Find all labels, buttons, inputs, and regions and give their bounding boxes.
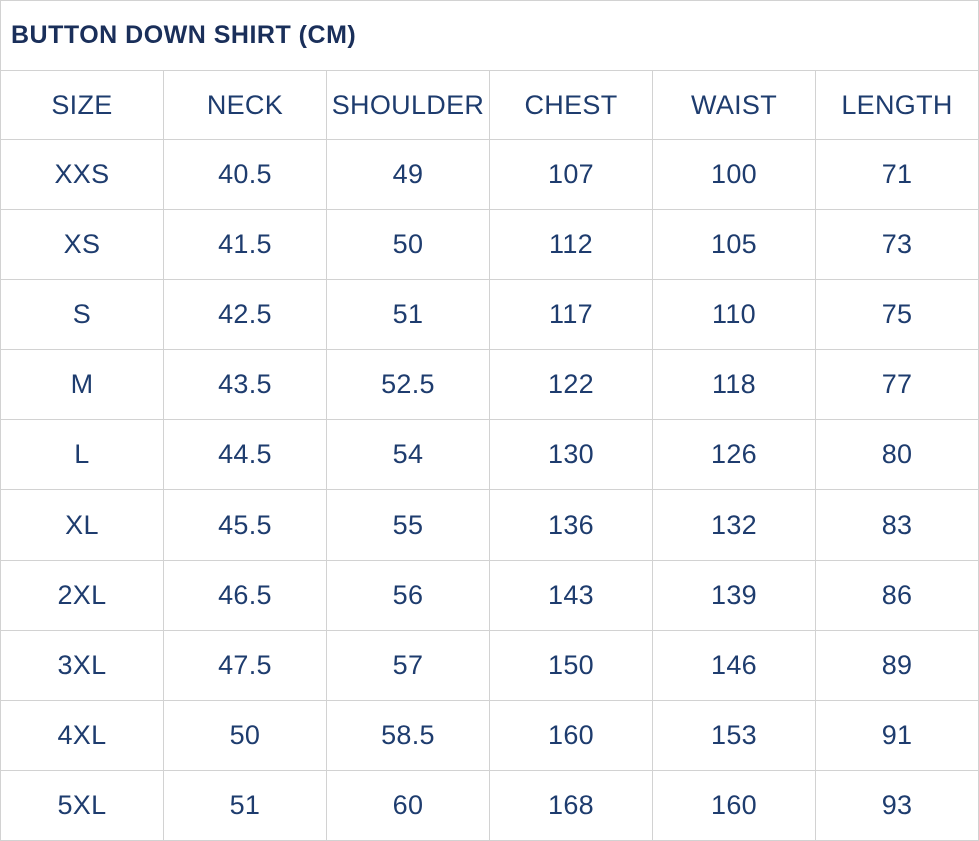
header-waist: WAIST bbox=[652, 70, 817, 140]
table-cell: 139 bbox=[652, 559, 817, 631]
table-cell: 89 bbox=[815, 629, 979, 701]
table-row-5xl: 5XL 51 60 168 160 93 bbox=[0, 769, 979, 841]
table-cell: 126 bbox=[652, 419, 817, 491]
table-cell: 110 bbox=[652, 279, 817, 351]
table-cell: 58.5 bbox=[325, 699, 490, 771]
table-cell: 51 bbox=[325, 279, 490, 351]
table-cell: 43.5 bbox=[162, 349, 327, 421]
chart-title: BUTTON DOWN SHIRT (CM) bbox=[0, 0, 979, 71]
size-cell: 2XL bbox=[0, 559, 164, 631]
table-cell: 57 bbox=[325, 629, 490, 701]
table-cell: 112 bbox=[488, 209, 654, 281]
table-cell: 40.5 bbox=[162, 138, 327, 211]
table-cell: 132 bbox=[652, 489, 817, 561]
table-row-4xl: 4XL 50 58.5 160 153 91 bbox=[0, 699, 979, 771]
table-cell: 122 bbox=[488, 349, 654, 421]
table-cell: 52.5 bbox=[325, 349, 490, 421]
table-cell: 45.5 bbox=[162, 489, 327, 561]
table-cell: 60 bbox=[325, 769, 490, 841]
table-cell: 50 bbox=[325, 209, 490, 281]
table-cell: 91 bbox=[815, 699, 979, 771]
table-cell: 153 bbox=[652, 699, 817, 771]
size-cell: S bbox=[0, 279, 164, 351]
table-cell: 100 bbox=[652, 138, 817, 211]
table-cell: 168 bbox=[488, 769, 654, 841]
table-cell: 75 bbox=[815, 279, 979, 351]
header-shoulder: SHOULDER bbox=[325, 70, 490, 140]
table-cell: 46.5 bbox=[162, 559, 327, 631]
table-cell: 50 bbox=[162, 699, 327, 771]
table-cell: 71 bbox=[815, 138, 979, 211]
table-cell: 42.5 bbox=[162, 279, 327, 351]
table-cell: 41.5 bbox=[162, 209, 327, 281]
size-cell: 3XL bbox=[0, 629, 164, 701]
table-cell: 130 bbox=[488, 419, 654, 491]
table-cell: 83 bbox=[815, 489, 979, 561]
table-row-xxs: XXS 40.5 49 107 100 71 bbox=[0, 138, 979, 211]
header-size: SIZE bbox=[0, 70, 164, 140]
table-cell: 160 bbox=[488, 699, 654, 771]
table-cell: 146 bbox=[652, 629, 817, 701]
size-cell: L bbox=[0, 419, 164, 491]
table-row-l: L 44.5 54 130 126 80 bbox=[0, 419, 979, 491]
table-row-xl: XL 45.5 55 136 132 83 bbox=[0, 489, 979, 561]
table-cell: 105 bbox=[652, 209, 817, 281]
table-row-3xl: 3XL 47.5 57 150 146 89 bbox=[0, 629, 979, 701]
table-cell: 77 bbox=[815, 349, 979, 421]
size-cell: 5XL bbox=[0, 769, 164, 841]
size-cell: XXS bbox=[0, 138, 164, 211]
header-length: LENGTH bbox=[815, 70, 979, 140]
size-cell: XS bbox=[0, 209, 164, 281]
size-cell: M bbox=[0, 349, 164, 421]
table-cell: 118 bbox=[652, 349, 817, 421]
table-cell: 56 bbox=[325, 559, 490, 631]
header-row: SIZE NECK SHOULDER CHEST WAIST LENGTH bbox=[0, 70, 979, 140]
size-cell: XL bbox=[0, 489, 164, 561]
table-cell: 150 bbox=[488, 629, 654, 701]
table-cell: 51 bbox=[162, 769, 327, 841]
table-cell: 160 bbox=[652, 769, 817, 841]
table-cell: 49 bbox=[325, 138, 490, 211]
table-row-s: S 42.5 51 117 110 75 bbox=[0, 279, 979, 351]
table-cell: 117 bbox=[488, 279, 654, 351]
table-row-m: M 43.5 52.5 122 118 77 bbox=[0, 349, 979, 421]
table-cell: 54 bbox=[325, 419, 490, 491]
table-row-xs: XS 41.5 50 112 105 73 bbox=[0, 209, 979, 281]
table-cell: 44.5 bbox=[162, 419, 327, 491]
table-cell: 47.5 bbox=[162, 629, 327, 701]
header-chest: CHEST bbox=[488, 70, 654, 140]
table-cell: 73 bbox=[815, 209, 979, 281]
table-cell: 107 bbox=[488, 138, 654, 211]
table-cell: 80 bbox=[815, 419, 979, 491]
title-row: BUTTON DOWN SHIRT (CM) bbox=[0, 0, 979, 71]
table-cell: 86 bbox=[815, 559, 979, 631]
table-cell: 136 bbox=[488, 489, 654, 561]
header-neck: NECK bbox=[162, 70, 327, 140]
table-cell: 55 bbox=[325, 489, 490, 561]
table-cell: 93 bbox=[815, 769, 979, 841]
table-row-2xl: 2XL 46.5 56 143 139 86 bbox=[0, 559, 979, 631]
table-cell: 143 bbox=[488, 559, 654, 631]
size-cell: 4XL bbox=[0, 699, 164, 771]
